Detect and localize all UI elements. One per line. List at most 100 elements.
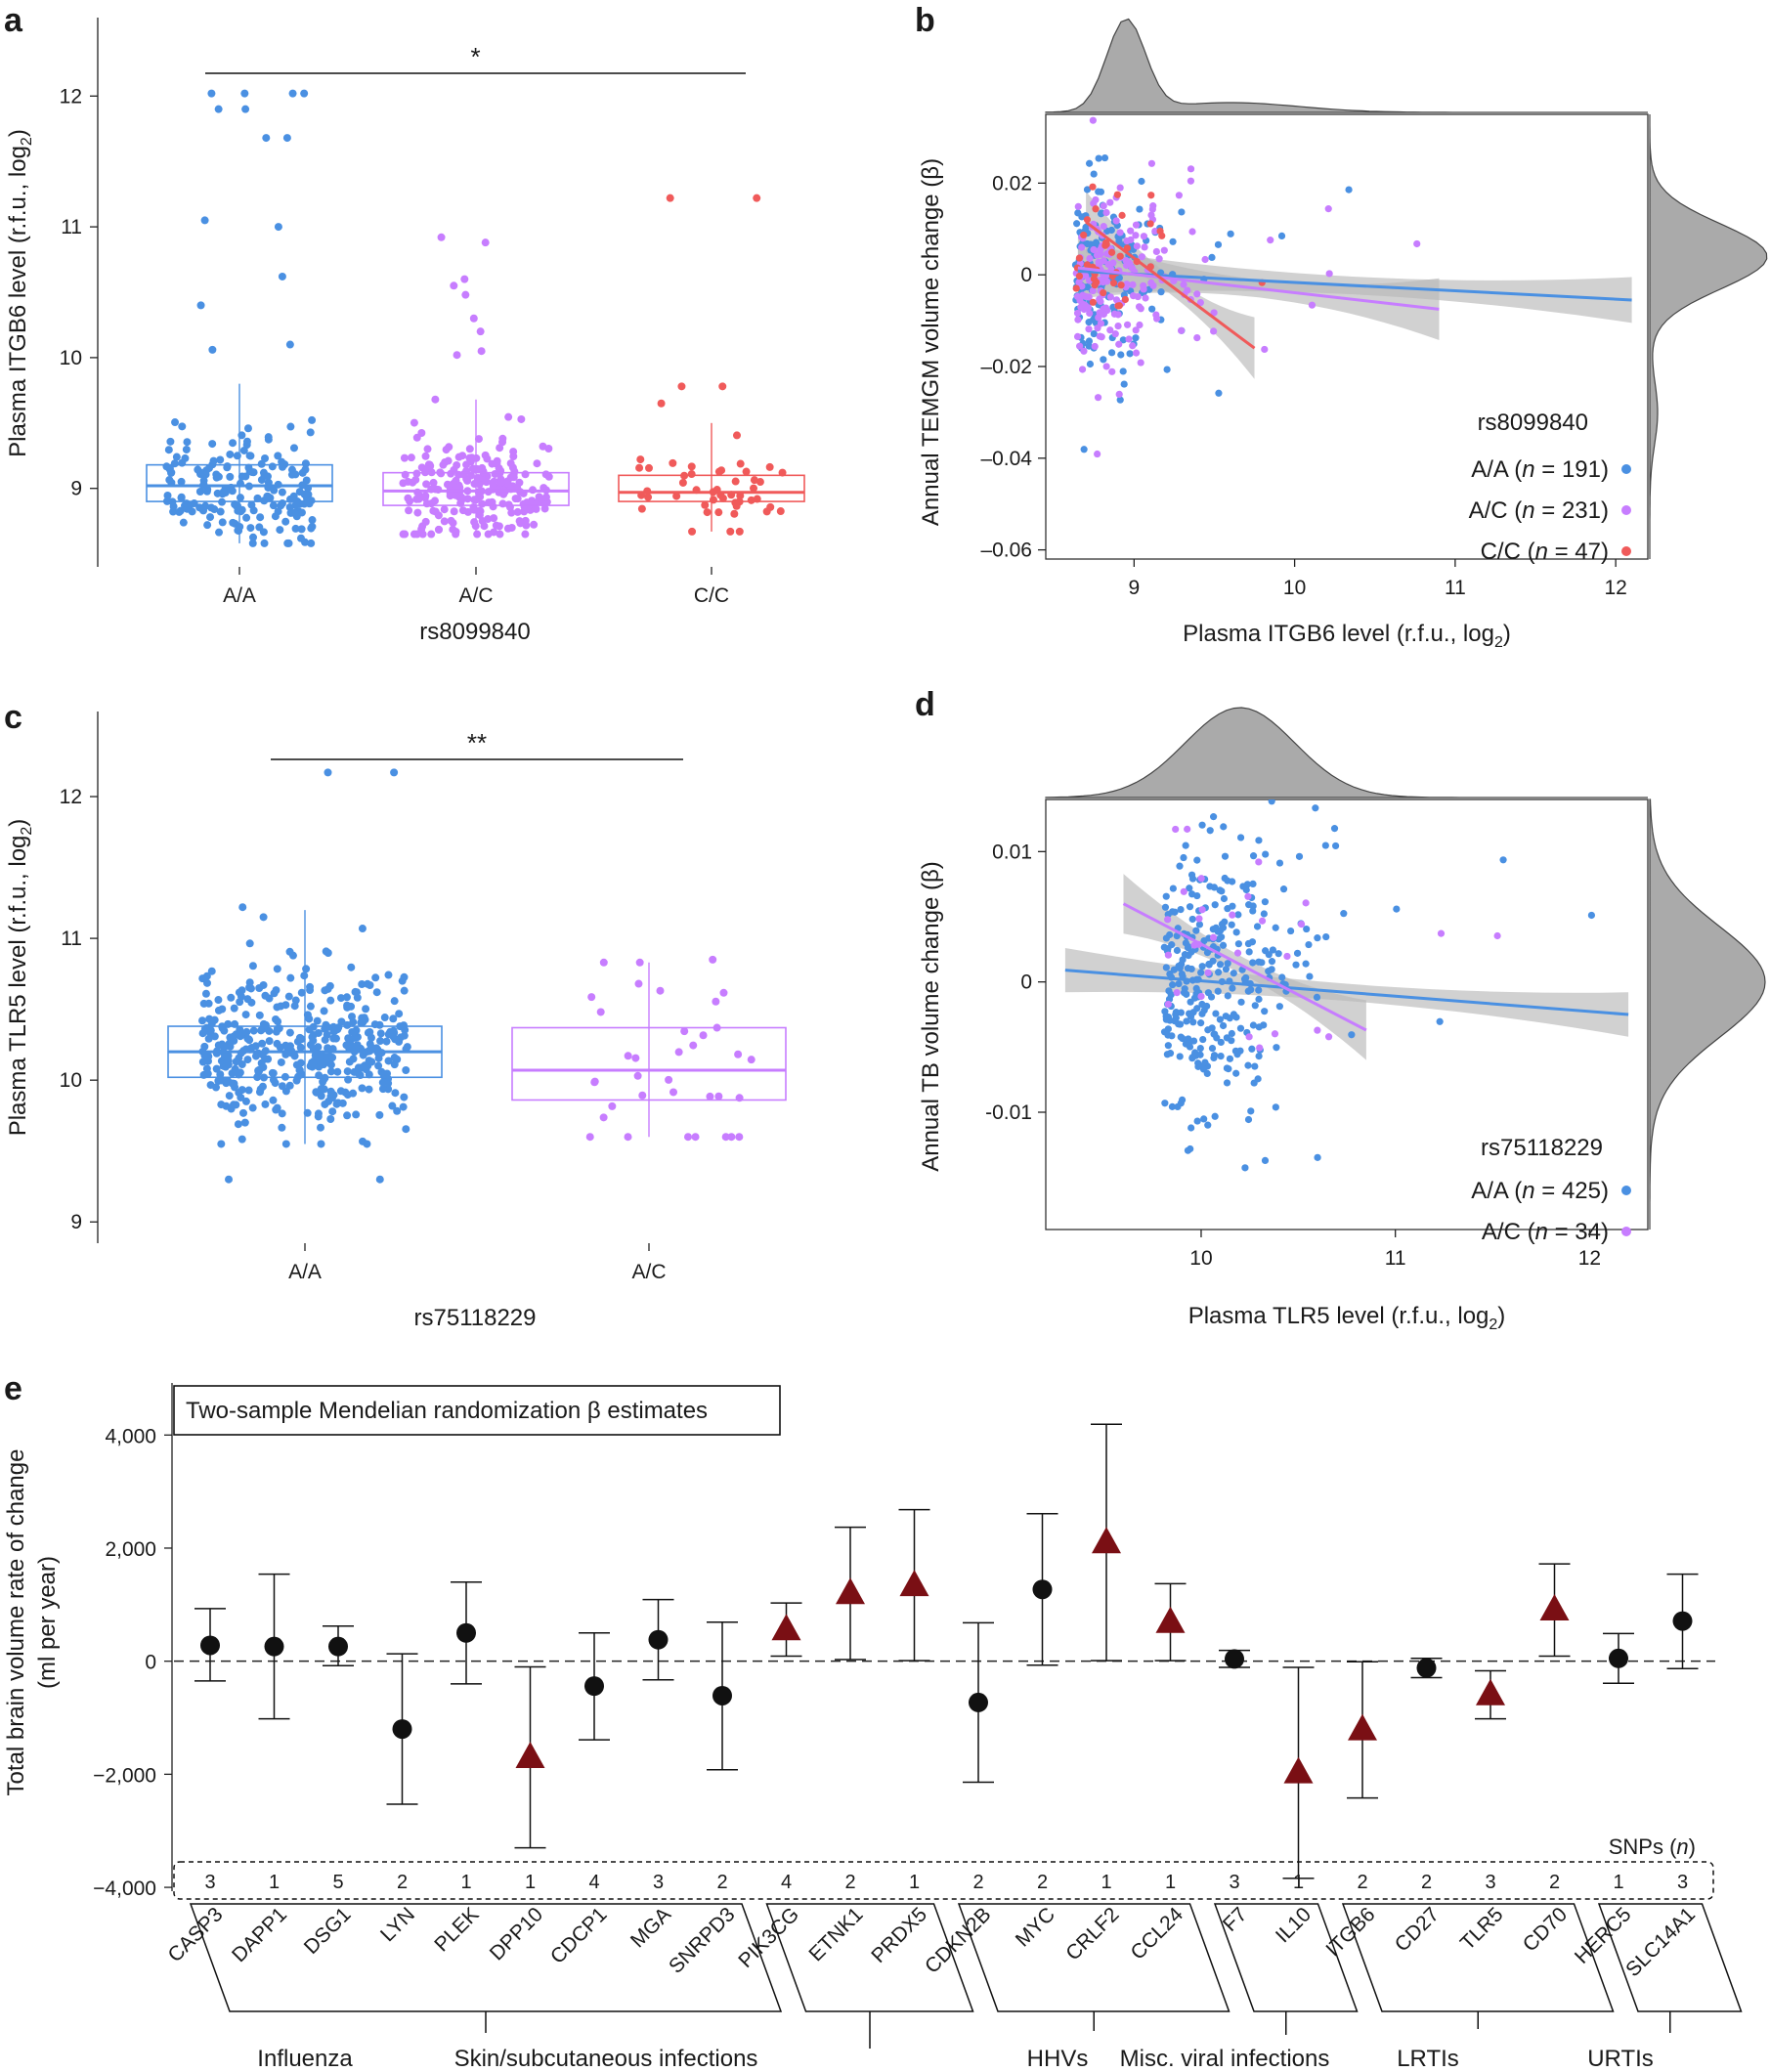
data-point xyxy=(1171,1017,1179,1025)
data-point xyxy=(1249,959,1257,967)
data-point xyxy=(596,1008,605,1016)
data-point xyxy=(1089,116,1097,124)
data-point xyxy=(374,1061,383,1070)
data-point xyxy=(1113,191,1121,198)
data-point xyxy=(1275,1003,1283,1011)
plot-area xyxy=(1071,116,1632,458)
box xyxy=(618,474,805,502)
data-point xyxy=(1188,228,1196,236)
data-point xyxy=(372,1044,381,1053)
data-point xyxy=(537,495,545,503)
snp-count: 3 xyxy=(1229,1872,1239,1893)
snp-count: 4 xyxy=(781,1872,792,1893)
data-point xyxy=(278,1123,286,1132)
data-point xyxy=(245,452,254,460)
data-point xyxy=(1119,367,1127,375)
data-point xyxy=(1152,315,1161,323)
data-point xyxy=(281,517,290,526)
data-point xyxy=(367,1058,376,1066)
data-point xyxy=(204,1034,213,1043)
data-point xyxy=(634,979,643,988)
data-point xyxy=(1185,1035,1192,1043)
data-point xyxy=(1162,892,1170,900)
box xyxy=(146,463,333,502)
data-point xyxy=(1277,232,1286,239)
data-point xyxy=(1185,942,1192,951)
data-point xyxy=(590,1077,599,1086)
data-point xyxy=(515,478,524,487)
data-point xyxy=(1287,927,1295,935)
x-tick-label: A/A xyxy=(223,584,256,607)
data-point xyxy=(1210,813,1218,821)
data-point xyxy=(343,1091,352,1100)
data-point xyxy=(509,473,518,482)
data-point xyxy=(1090,170,1098,178)
data-point xyxy=(172,453,181,461)
estimate-triangle xyxy=(515,1742,545,1769)
data-point xyxy=(1114,311,1122,319)
data-point xyxy=(709,496,717,504)
data-point xyxy=(303,1011,312,1019)
data-point xyxy=(1164,1000,1172,1009)
data-point xyxy=(1086,309,1094,318)
marginal-density-top xyxy=(1045,707,1648,799)
data-point xyxy=(1080,301,1088,309)
data-point xyxy=(1188,1055,1196,1062)
data-point xyxy=(1155,255,1163,263)
data-point xyxy=(225,1092,234,1101)
data-point xyxy=(1161,903,1170,911)
data-point xyxy=(462,460,471,469)
data-point xyxy=(261,453,270,462)
data-point xyxy=(256,513,265,522)
data-point xyxy=(375,1175,384,1184)
gene-label: PLEK xyxy=(430,1903,483,1956)
data-point xyxy=(1086,254,1094,263)
data-point xyxy=(688,527,697,536)
data-point xyxy=(1116,396,1124,404)
estimate-triangle xyxy=(1539,1594,1570,1621)
data-point xyxy=(217,1101,226,1109)
data-point xyxy=(264,435,273,444)
data-point xyxy=(666,194,674,202)
data-point xyxy=(411,475,420,484)
panel-a-xlabel: rs8099840 xyxy=(419,619,530,645)
data-point xyxy=(1164,1042,1172,1050)
data-point xyxy=(463,507,472,516)
regression-line xyxy=(1085,221,1256,350)
data-point xyxy=(221,488,230,496)
data-point xyxy=(226,450,235,458)
data-point xyxy=(1186,885,1193,892)
data-point xyxy=(218,518,227,527)
data-point xyxy=(1125,335,1133,343)
data-point xyxy=(1229,911,1236,919)
data-point xyxy=(366,1040,374,1049)
data-point xyxy=(1089,298,1097,306)
gene-label: MYC xyxy=(1012,1903,1059,1951)
data-point xyxy=(1082,223,1090,232)
data-point xyxy=(440,505,449,514)
data-point xyxy=(272,1014,281,1023)
data-point xyxy=(295,1066,304,1075)
data-point xyxy=(1251,1002,1259,1010)
snp-count: 1 xyxy=(1101,1872,1111,1893)
data-point xyxy=(207,503,216,512)
data-point xyxy=(1169,237,1177,245)
panel-e-title: Two-sample Mendelian randomization β est… xyxy=(186,1398,708,1424)
data-point xyxy=(203,1057,212,1065)
data-point xyxy=(450,507,458,516)
data-point xyxy=(450,281,458,290)
data-point xyxy=(350,1067,359,1076)
data-point xyxy=(1324,205,1332,213)
data-point xyxy=(324,1023,332,1032)
data-point xyxy=(1094,394,1102,402)
gene-label: ETNK1 xyxy=(804,1903,867,1965)
data-point xyxy=(243,424,252,433)
data-point xyxy=(352,1110,361,1119)
data-point xyxy=(1177,1009,1186,1016)
data-point xyxy=(1219,1021,1228,1030)
data-point xyxy=(1173,946,1182,955)
gene-label: DPP10 xyxy=(486,1903,547,1964)
data-point xyxy=(1210,884,1219,891)
data-point xyxy=(265,1037,274,1046)
x-tick-label: 9 xyxy=(1129,577,1141,599)
